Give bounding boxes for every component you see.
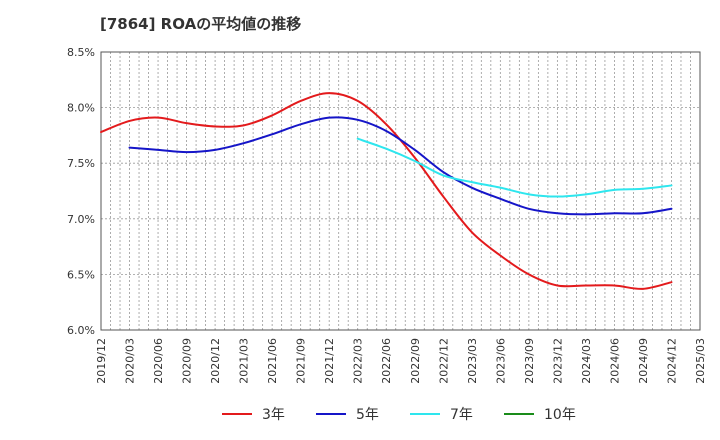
x-tick-label: 2021/06 [266, 338, 279, 384]
y-tick-label: 8.0% [67, 102, 95, 115]
x-tick-label: 2021/03 [238, 338, 251, 384]
legend-label: 7年 [450, 407, 473, 423]
series-lines [100, 92, 673, 290]
x-axis: 2019/12 2020/03 2020/06 2020/09 2020/12 2021/… [95, 338, 707, 384]
legend-label: 5年 [356, 407, 379, 423]
x-tick-label: 2024/06 [608, 338, 621, 384]
x-tick-label: 2023/12 [551, 338, 564, 384]
plot-border [100, 51, 701, 331]
x-tick-label: 2020/03 [124, 338, 137, 384]
x-tick-label: 2024/09 [637, 338, 650, 384]
x-tick-label: 2023/06 [494, 338, 507, 384]
x-tick-label: 2024/03 [580, 338, 593, 384]
x-tick-label: 2021/09 [295, 338, 308, 384]
x-tick-label: 2020/09 [181, 338, 194, 384]
y-tick-label: 6.5% [67, 268, 95, 281]
x-tick-label: 2023/03 [466, 338, 479, 384]
x-tick-label: 2019/12 [95, 338, 108, 384]
legend: 3年 5年 7年 10年 [222, 407, 576, 423]
legend-label: 3年 [262, 407, 285, 423]
x-tick-label: 2022/12 [437, 338, 450, 384]
y-tick-label: 7.0% [67, 213, 95, 226]
series-line-0 [100, 92, 673, 290]
x-tick-label: 2020/12 [209, 338, 222, 384]
x-tick-label: 2021/12 [323, 338, 336, 384]
legend-label: 10年 [544, 407, 576, 423]
x-tick-label: 2024/12 [665, 338, 678, 384]
x-tick-label: 2025/03 [694, 338, 707, 384]
x-tick-label: 2022/09 [409, 338, 422, 384]
series-line-2 [356, 137, 673, 198]
x-tick-label: 2022/06 [380, 338, 393, 384]
x-tick-label: 2023/09 [523, 338, 536, 384]
y-tick-label: 6.0% [67, 324, 95, 337]
chart-title: [7864] ROAの平均値の推移 [100, 15, 302, 33]
y-tick-label: 8.5% [67, 46, 95, 59]
x-tick-label: 2020/06 [152, 338, 165, 384]
y-axis: 6.0% 6.5% 7.0% 7.5% 8.0% 8.5% [67, 46, 95, 337]
y-tick-label: 7.5% [67, 157, 95, 170]
x-tick-label: 2022/03 [352, 338, 365, 384]
series-line-1 [128, 116, 673, 216]
